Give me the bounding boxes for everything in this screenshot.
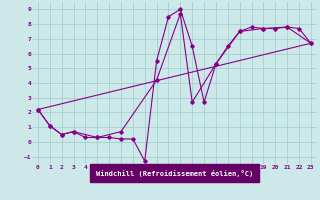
X-axis label: Windchill (Refroidissement éolien,°C): Windchill (Refroidissement éolien,°C) xyxy=(96,170,253,177)
